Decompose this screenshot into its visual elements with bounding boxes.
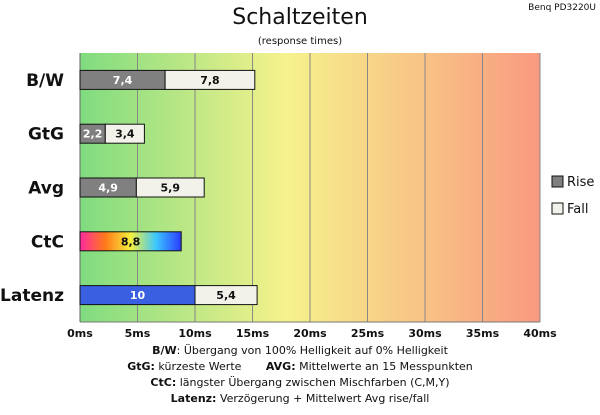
x-tick-label: 20ms — [293, 327, 327, 340]
bar-latenz-label: 10 — [130, 289, 146, 302]
footnotes: B/W: Übergang von 100% Helligkeit auf 0%… — [0, 343, 600, 407]
legend-swatch-rise — [551, 175, 564, 188]
legend-swatch-fall — [551, 202, 564, 215]
footnote-latenz-key: Latenz: — [170, 392, 217, 405]
footnote-latenz-text: Verzögerung + Mittelwert Avg rise/fall — [216, 392, 430, 405]
legend-label-rise: Rise — [567, 175, 594, 190]
legend-label-fall: Fall — [567, 202, 588, 217]
bar-fall — [135, 177, 205, 198]
x-tick-label: 15ms — [236, 327, 270, 340]
x-tick-label: 30ms — [408, 327, 442, 340]
bar-fall-label: 5,9 — [161, 182, 181, 195]
bar-fall-label: 5,4 — [216, 289, 236, 302]
bar-rise-label: 4,9 — [98, 182, 118, 195]
x-tick-label: 0ms — [67, 327, 93, 340]
bar-fall — [104, 123, 145, 144]
bar-rise-label: 2,2 — [83, 128, 103, 141]
footnote-gtg-avg: GtG: kürzeste Werte AVG: Mittelwerte an … — [0, 359, 600, 375]
x-tick-label: 35ms — [466, 327, 500, 340]
bar-fall-label: 7,8 — [200, 74, 220, 87]
y-category-label: GtG — [28, 125, 64, 145]
bar-fall — [164, 69, 256, 90]
bar-fall — [194, 285, 258, 306]
chart-title: Schaltzeiten — [232, 5, 368, 30]
bar-ctc-label: 8,8 — [121, 235, 141, 248]
footnote-bw-key: B/W — [152, 344, 177, 357]
footnote-bw: B/W: Übergang von 100% Helligkeit auf 0%… — [0, 343, 600, 359]
y-category-label: CtC — [31, 232, 64, 252]
footnote-avg-key: AVG: — [265, 360, 296, 373]
bar-ctc — [79, 231, 182, 252]
x-tick-label: 10ms — [178, 327, 212, 340]
footnote-gtg-text: kürzeste Werte — [154, 360, 242, 373]
bar-rise-label: 7,4 — [113, 74, 133, 87]
y-category-label: Latenz — [0, 286, 64, 306]
chart-subtitle: (response times) — [257, 36, 343, 47]
footnote-gtg-key: GtG: — [127, 360, 155, 373]
x-tick-label: 25ms — [351, 327, 385, 340]
x-tick-label: 40ms — [523, 327, 557, 340]
footnote-latenz: Latenz: Verzögerung + Mittelwert Avg ris… — [0, 391, 600, 407]
footnote-ctc: CtC: längster Übergang zwischen Mischfar… — [0, 375, 600, 391]
y-category-label: B/W — [26, 71, 64, 91]
footnote-avg-text: Mittelwerte an 15 Messpunkten — [295, 360, 473, 373]
footnote-ctc-key: CtC: — [150, 376, 177, 389]
footnote-bw-text: : Übergang von 100% Helligkeit auf 0% He… — [176, 344, 448, 357]
y-category-label: Avg — [28, 179, 64, 199]
footnote-ctc-text: längster Übergang zwischen Mischfarben (… — [176, 376, 450, 389]
monitor-model-label: Benq PD3220U — [528, 3, 596, 13]
x-tick-label: 5ms — [125, 327, 151, 340]
bar-fall-label: 3,4 — [115, 128, 135, 141]
